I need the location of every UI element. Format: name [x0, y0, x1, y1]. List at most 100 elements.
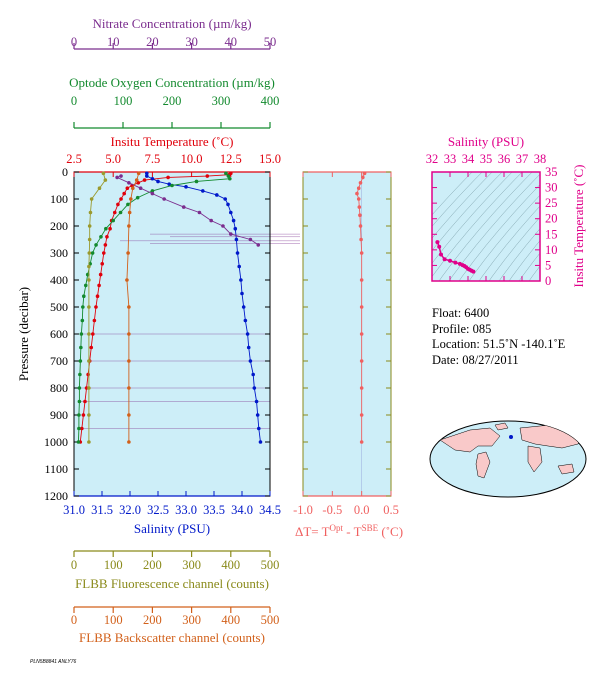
pressure-tick-label: 800 — [50, 381, 68, 395]
density-contour — [432, 172, 513, 264]
continent — [475, 451, 491, 479]
salinity-axis-title: Salinity (PSU) — [134, 521, 210, 536]
nitrate-point — [181, 205, 186, 209]
pressure-tick-label: 400 — [50, 273, 68, 287]
temperature-point — [119, 197, 123, 201]
salinity-point — [223, 197, 227, 201]
backscatter-point — [126, 251, 130, 255]
salinity-point — [235, 251, 240, 255]
temperature-point — [91, 332, 95, 336]
density-contour — [432, 172, 473, 216]
fluorescence-point — [87, 251, 92, 255]
backscatter-tick-label: 300 — [182, 613, 201, 627]
delta-axis-title: ΔT= TOpt - TSBE (˚C) — [295, 523, 403, 539]
ts-point — [453, 260, 458, 265]
delta-point — [358, 224, 363, 228]
fluorescence-tick-label: 300 — [182, 558, 201, 572]
oxygen-point — [81, 305, 85, 309]
nitrate-axis-title: Nitrate Concentration (µm/kg) — [92, 16, 251, 31]
temperature-point — [116, 202, 120, 207]
delta-point — [358, 213, 362, 217]
oxygen-point — [79, 345, 83, 350]
temperature-point — [105, 235, 109, 239]
density-contour — [448, 173, 540, 281]
ts-x-tick-label: 32 — [426, 152, 439, 166]
fluorescence-tick-label: 0 — [71, 558, 77, 572]
temperature-point — [81, 413, 86, 417]
ts-y-tick-label: 20 — [545, 212, 558, 226]
salinity-point — [226, 202, 230, 207]
salinity-point — [246, 345, 251, 350]
nitrate-point — [248, 237, 253, 242]
delta-point — [359, 413, 364, 417]
oxygen-point — [79, 332, 84, 336]
salinity-point — [156, 179, 160, 184]
ts-x-tick-label: 38 — [534, 152, 547, 166]
date: Date: 08/27/2011 — [432, 352, 519, 367]
salinity-tick-label: 34.0 — [231, 503, 253, 517]
ts-x-tick-label: 36 — [498, 152, 511, 166]
fluorescence-axis-title: FLBB Fluorescence channel (counts) — [75, 576, 269, 591]
delta-point — [358, 181, 363, 185]
temperature-point — [100, 262, 105, 266]
temperature-tick-label: 2.5 — [66, 152, 82, 166]
pressure-tick-label: 300 — [50, 246, 68, 260]
temperature-point — [103, 243, 108, 247]
oxygen-tick-label: 200 — [163, 94, 182, 108]
fluorescence-point — [87, 440, 91, 444]
delta-tick-label: -0.5 — [322, 503, 342, 517]
delta-axis-title-part: Opt — [330, 523, 344, 533]
nitrate-tick-label: 10 — [107, 35, 120, 49]
density-contour — [432, 172, 523, 278]
pressure-axis-label: Pressure (decibar) — [16, 287, 31, 381]
nitrate-point — [138, 186, 143, 190]
delta-point — [355, 191, 359, 196]
pressure-tick-label: 900 — [50, 408, 68, 422]
temperature-point — [83, 399, 87, 404]
continent — [494, 422, 509, 431]
delta-point — [356, 186, 361, 190]
fluorescence-point — [101, 171, 106, 176]
delta-point — [359, 386, 364, 390]
fluorescence-tick-label: 400 — [221, 558, 240, 572]
nitrate-tick-label: 30 — [185, 35, 198, 49]
temperature-axis-title: Insitu Temperature (˚C) — [110, 134, 233, 149]
salinity-point — [258, 440, 263, 444]
density-contours — [432, 172, 540, 281]
backscatter-tick-label: 400 — [221, 613, 240, 627]
temperature-point — [98, 272, 103, 277]
ts-y-tick-label: 0 — [545, 274, 551, 288]
temperature-point — [97, 283, 101, 288]
ts-x-axis-title: Salinity (PSU) — [448, 134, 524, 149]
profile-panel: 0100200300400500600700800900100011001200… — [16, 16, 300, 645]
fluorescence-point — [89, 197, 94, 201]
backscatter-point — [129, 197, 133, 201]
oxygen-point — [111, 218, 115, 223]
pressure-tick-label: 500 — [50, 300, 68, 314]
fluorescence-point — [103, 178, 108, 182]
oxygen-point — [77, 386, 82, 390]
oxygen-point — [135, 195, 140, 200]
delta-point — [361, 175, 365, 180]
delta-point — [359, 251, 364, 255]
fluorescence-point — [87, 224, 92, 228]
salinity-point — [254, 399, 259, 404]
pressure-tick-label: 600 — [50, 327, 68, 341]
oxygen-tick-label: 300 — [212, 94, 231, 108]
backscatter-point — [127, 305, 131, 309]
fluorescence-point — [87, 386, 91, 390]
delta-axis-title-part: SBE — [362, 523, 379, 533]
nitrate-point — [150, 191, 155, 196]
salinity-point — [229, 210, 233, 215]
fluorescence-point — [97, 186, 102, 190]
salinity-point — [251, 372, 255, 377]
fluorescence-point — [87, 332, 91, 336]
nitrate-tick-label: 50 — [264, 35, 277, 49]
nitrate-point — [256, 243, 261, 247]
oxygen-point — [78, 359, 83, 363]
backscatter-point — [127, 332, 131, 336]
nitrate-point — [209, 218, 213, 223]
delta-plot-area — [303, 172, 391, 496]
backscatter-point — [127, 224, 131, 228]
